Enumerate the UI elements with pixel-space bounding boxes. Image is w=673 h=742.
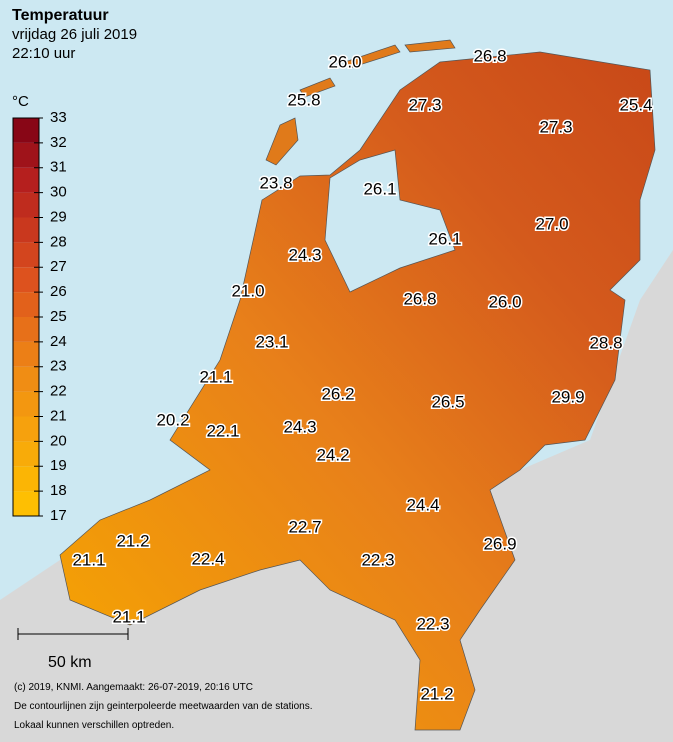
colorbar-tick-label: 22 bbox=[50, 383, 67, 400]
colorbar-tick-label: 24 bbox=[50, 333, 67, 350]
scale-label: 50 km bbox=[48, 654, 92, 671]
colorbar-segment bbox=[13, 217, 39, 243]
station-value: 21.2 bbox=[116, 531, 149, 550]
colorbar-segment bbox=[13, 192, 39, 218]
station-value: 22.3 bbox=[416, 614, 449, 633]
colorbar-segment bbox=[13, 441, 39, 467]
station-value: 22.4 bbox=[191, 549, 224, 568]
title: Temperatuur bbox=[12, 7, 109, 24]
colorbar-tick-label: 20 bbox=[50, 432, 67, 449]
station-value: 24.3 bbox=[288, 245, 321, 264]
footer-line: Lokaal kunnen verschillen optreden. bbox=[14, 720, 174, 731]
colorbar-tick-label: 32 bbox=[50, 134, 67, 151]
colorbar-segment bbox=[13, 491, 39, 516]
colorbar-tick-label: 31 bbox=[50, 159, 67, 176]
colorbar-segment bbox=[13, 391, 39, 417]
colorbar-tick-label: 23 bbox=[50, 358, 67, 375]
station-value: 22.7 bbox=[288, 517, 321, 536]
station-value: 22.3 bbox=[361, 550, 394, 569]
colorbar-segment bbox=[13, 142, 39, 168]
colorbar-tick-label: 17 bbox=[50, 507, 67, 524]
date: vrijdag 26 juli 2019 bbox=[12, 26, 137, 43]
colorbar-tick-label: 26 bbox=[50, 283, 67, 300]
colorbar-segment bbox=[13, 341, 39, 367]
footer-line: De contourlijnen zijn geinterpoleerde me… bbox=[14, 701, 313, 712]
station-value: 27.3 bbox=[539, 117, 572, 136]
station-value: 27.3 bbox=[408, 95, 441, 114]
station-value: 21.1 bbox=[112, 607, 145, 626]
colorbar-segment bbox=[13, 466, 39, 492]
colorbar-tick-label: 18 bbox=[50, 482, 67, 499]
station-value: 26.5 bbox=[431, 392, 464, 411]
ijsselmeer bbox=[324, 149, 456, 293]
colorbar-segment bbox=[13, 317, 39, 342]
station-value: 23.8 bbox=[259, 173, 292, 192]
colorbar-tick-label: 25 bbox=[50, 308, 67, 325]
colorbar-tick-label: 33 bbox=[50, 109, 67, 126]
station-value: 25.8 bbox=[287, 90, 320, 109]
station-value: 26.0 bbox=[488, 292, 521, 311]
station-value: 28.8 bbox=[589, 333, 622, 352]
colorbar: 17 18 19 20 21 22 23 24 25 26 27 28 29 30 31 32 33 bbox=[12, 109, 67, 524]
time: 22:10 uur bbox=[12, 45, 75, 62]
colorbar-segment bbox=[13, 267, 39, 293]
station-value: 21.1 bbox=[72, 550, 105, 569]
station-value: 25.4 bbox=[619, 95, 652, 114]
colorbar-segment bbox=[13, 242, 39, 268]
station-value: 26.1 bbox=[363, 179, 396, 198]
station-value: 21.0 bbox=[231, 281, 264, 300]
station-value: 26.8 bbox=[403, 289, 436, 308]
footer-line: (c) 2019, KNMI. Aangemaakt: 26-07-2019, … bbox=[14, 682, 253, 693]
colorbar-segment bbox=[13, 366, 39, 392]
station-value: 26.1 bbox=[428, 229, 461, 248]
station-value: 21.1 bbox=[199, 367, 232, 386]
colorbar-segment bbox=[13, 118, 39, 143]
colorbar-tick-label: 30 bbox=[50, 184, 67, 201]
station-value: 26.0 bbox=[328, 52, 361, 71]
colorbar-tick-label: 19 bbox=[50, 457, 67, 474]
unit: °C bbox=[12, 93, 29, 110]
colorbar-tick-label: 28 bbox=[50, 233, 67, 250]
netherlands bbox=[59, 51, 656, 731]
colorbar-tick-label: 29 bbox=[50, 208, 67, 225]
colorbar-segment bbox=[13, 292, 39, 317]
colorbar-tick-label: 27 bbox=[50, 258, 67, 275]
station-value: 21.2 bbox=[420, 684, 453, 703]
station-value: 29.9 bbox=[551, 387, 584, 406]
wadden-islands bbox=[265, 39, 456, 166]
station-value: 20.2 bbox=[156, 410, 189, 429]
station-value: 27.0 bbox=[535, 214, 568, 233]
colorbar-frame bbox=[12, 117, 40, 517]
station-value: 24.2 bbox=[316, 445, 349, 464]
station-value: 22.1 bbox=[206, 421, 239, 440]
station-value: 24.4 bbox=[406, 495, 439, 514]
colorbar-tick-label: 21 bbox=[50, 407, 67, 424]
colorbar-segment bbox=[13, 167, 39, 193]
station-value: 26.2 bbox=[321, 384, 354, 403]
colorbar-segment bbox=[13, 416, 39, 442]
stations: 26.0 26.8 25.8 27.3 27.3 25.4 23.8 26.1 27.0 26.1… bbox=[71, 45, 654, 705]
station-value: 26.8 bbox=[473, 46, 506, 65]
station-value: 26.9 bbox=[483, 534, 516, 553]
station-value: 24.3 bbox=[283, 417, 316, 436]
station-value: 23.1 bbox=[255, 332, 288, 351]
